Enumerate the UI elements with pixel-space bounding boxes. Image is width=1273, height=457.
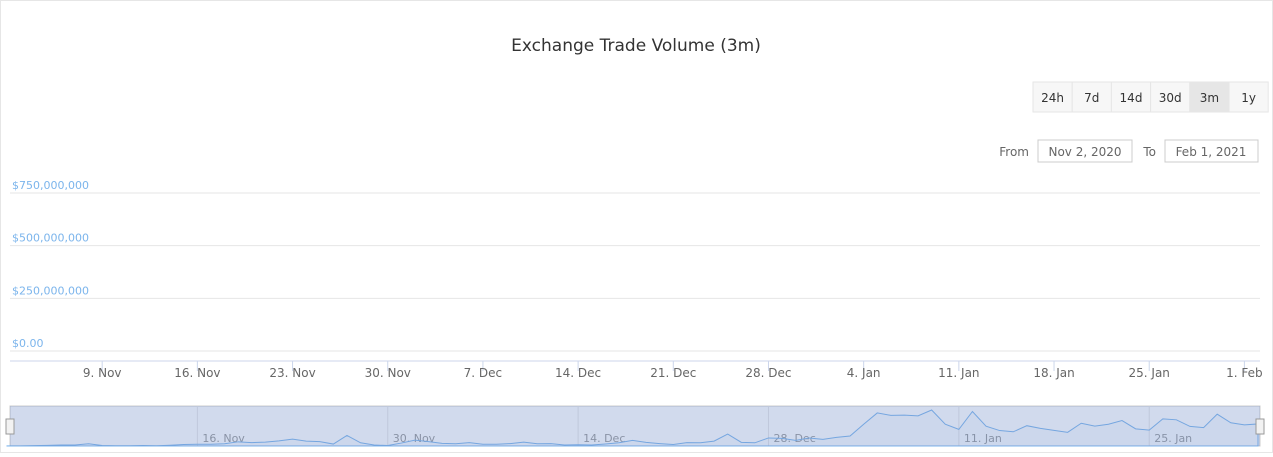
- navigator-tick-label: 28. Dec: [773, 432, 815, 445]
- x-tick-label: 28. Dec: [745, 366, 791, 380]
- x-tick-label: 16. Nov: [174, 366, 220, 380]
- x-tick-label: 18. Jan: [1033, 366, 1074, 380]
- x-tick-label: 7. Dec: [464, 366, 502, 380]
- range-button-label[interactable]: 1y: [1241, 91, 1256, 105]
- range-button[interactable]: [1228, 81, 1269, 113]
- y-tick-label: $500,000,000: [12, 232, 89, 245]
- navigator-handle[interactable]: [5, 418, 15, 435]
- navigator-area: [6, 409, 1259, 447]
- navigator-tick-label: 11. Jan: [964, 432, 1002, 445]
- x-tick-label: 21. Dec: [650, 366, 696, 380]
- range-button[interactable]: [1110, 81, 1152, 113]
- to-value[interactable]: Feb 1, 2021: [1176, 145, 1247, 159]
- navigator-tick-label: 25. Jan: [1154, 432, 1192, 445]
- x-tick-label: 4. Jan: [847, 366, 881, 380]
- navigator-tick-label: 30. Nov: [393, 432, 436, 445]
- x-tick-label: 14. Dec: [555, 366, 601, 380]
- range-button-label[interactable]: 7d: [1084, 91, 1099, 105]
- range-button-label[interactable]: 24h: [1041, 91, 1064, 105]
- x-tick-label: 30. Nov: [365, 366, 411, 380]
- x-tick-label: 1. Feb: [1226, 366, 1263, 380]
- navigator-handle[interactable]: [1255, 418, 1265, 435]
- navigator-tick-label: 14. Dec: [583, 432, 625, 445]
- chart-title: Exchange Trade Volume (3m): [511, 36, 761, 56]
- x-tick-label: 11. Jan: [938, 366, 979, 380]
- y-tick-label: $750,000,000: [12, 179, 89, 192]
- range-button[interactable]: [1189, 81, 1230, 113]
- to-label: To: [1142, 145, 1156, 159]
- from-label: From: [999, 145, 1029, 159]
- from-value[interactable]: Nov 2, 2020: [1048, 145, 1121, 159]
- x-tick-label: 25. Jan: [1129, 366, 1170, 380]
- y-tick-label: $250,000,000: [12, 284, 89, 297]
- to-input[interactable]: [1164, 139, 1259, 163]
- range-button[interactable]: [1150, 81, 1191, 113]
- x-tick-label: 23. Nov: [269, 366, 315, 380]
- x-tick-label: 9. Nov: [83, 366, 122, 380]
- range-button-label[interactable]: 14d: [1120, 91, 1143, 105]
- range-button-label[interactable]: 3m: [1200, 91, 1219, 105]
- y-tick-label: $0.00: [12, 337, 44, 350]
- navigator-tick-label: 16. Nov: [202, 432, 245, 445]
- from-input[interactable]: [1037, 139, 1133, 163]
- range-button-label[interactable]: 30d: [1159, 91, 1182, 105]
- navigator-mask[interactable]: [10, 406, 1260, 446]
